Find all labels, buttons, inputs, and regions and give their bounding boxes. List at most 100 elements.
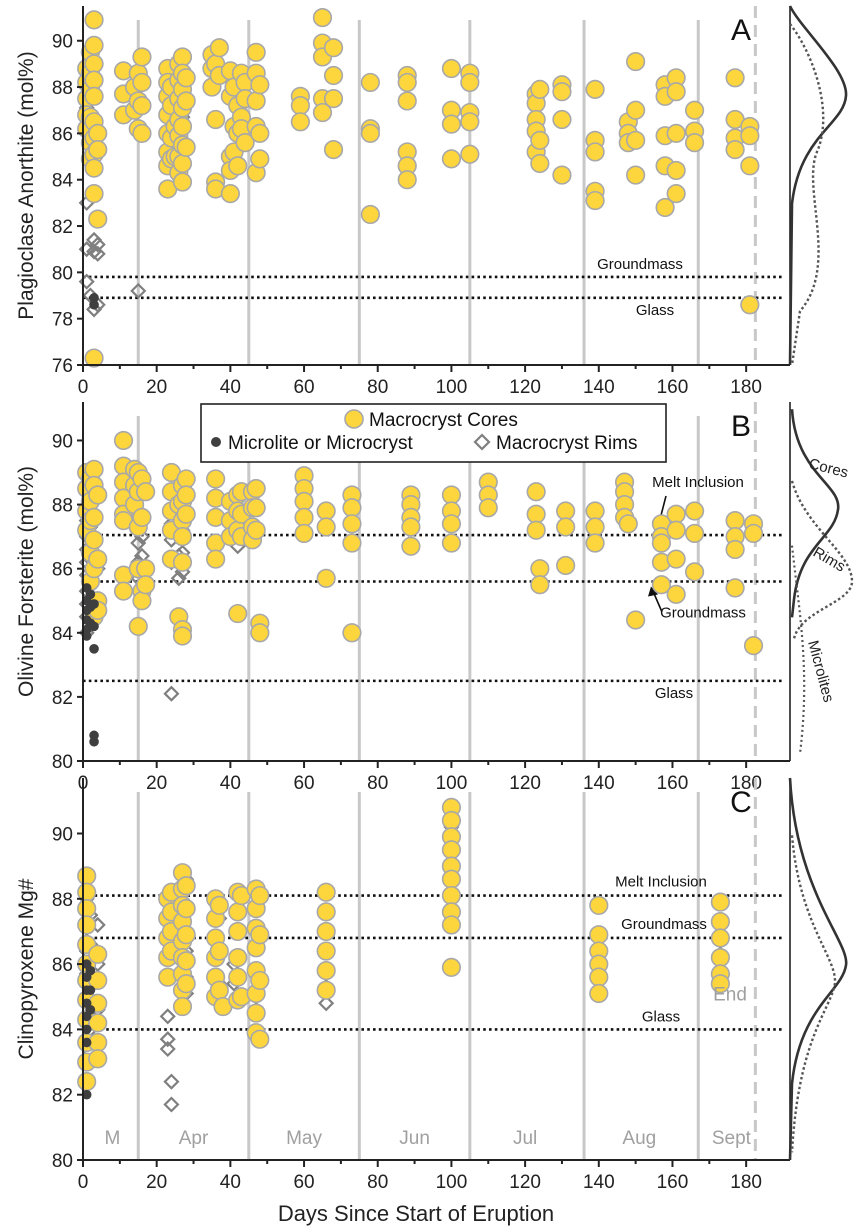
macrocryst-core-point [228,947,248,968]
macrocryst-core-point [556,555,576,576]
microlite-point [81,631,92,641]
panel-c: Melt Inclusion Groundmass Glass 80 82 84 86 88 9… [15,777,848,1193]
macrocryst-core-point [84,530,104,550]
end-label: End [713,984,747,1005]
macrocryst-core-point [441,533,462,553]
macrocryst-core-point [235,133,255,153]
macrocryst-core-point [684,523,705,544]
x-tick-label: 40 [220,1172,241,1193]
macrocryst-core-point [530,575,550,595]
month-label: May [286,1128,322,1149]
macrocryst-core-point [530,559,550,579]
macrocryst-core-point [530,130,550,150]
x-tick-label: 60 [293,1172,314,1193]
macrocryst-core-point [618,514,638,534]
panels-layer: Groundmass Glass 76 78 80 82 84 86 88 90 0 20 40 60 80… [15,5,854,1193]
macrocryst-rim-point [163,1073,180,1090]
macrocryst-core-point [710,892,730,912]
macrocryst-core-point [172,47,193,67]
macrocryst-core-point [589,895,609,915]
macrocryst-core-point [132,47,152,67]
month-label: Apr [179,1128,209,1149]
macrocryst-core-point [725,539,745,560]
legend-microlites-label: Microlite or Microcryst [228,433,413,454]
macrocryst-core-point [666,160,686,181]
macrocryst-core-point [441,840,462,860]
macrocryst-core-point [84,35,104,55]
reference-line-label: Melt Inclusion [652,474,744,491]
macrocryst-core-point [585,501,605,521]
macrocryst-core-point [88,485,108,505]
macrocryst-core-point [250,925,270,945]
macrocryst-rim-point [163,685,180,702]
macrocryst-core-point [589,983,609,1004]
y-tick-label: 90 [52,825,73,846]
macrocryst-core-point [740,126,760,146]
macrocryst-core-point [206,469,226,489]
x-tick-label: 180 [730,1172,762,1193]
legend-cores-label: Macrocryst Cores [369,410,518,431]
macrocryst-core-point [84,54,104,74]
y-tick-label: 84 [52,624,74,645]
macrocryst-rim-point [89,236,106,253]
macrocryst-core-point [132,507,152,527]
x-tick-label: 20 [146,1172,167,1193]
macrocryst-core-point [441,810,462,831]
macrocryst-rim-point [159,1008,176,1025]
macrocryst-core-point [585,190,605,211]
macrocryst-core-point [441,915,462,935]
macrocryst-core-point [342,514,362,534]
reference-line-label: Glass [642,1008,680,1025]
macrocryst-core-point [585,79,605,99]
x-tick-label: 160 [657,1172,689,1193]
macrocryst-core-point [77,866,97,886]
x-tick-label: 80 [367,377,388,398]
macrocryst-core-point [552,109,572,130]
macrocryst-core-point [441,149,462,169]
macrocryst-core-point [209,941,229,961]
month-label: Jul [513,1128,537,1149]
y-tick-label: 80 [52,752,73,773]
y-axis-label: Plagioclase Anorthite (mol%) [15,51,38,319]
macrocryst-core-point [460,72,480,93]
x-tick-label: 120 [509,377,541,398]
microlite-point [89,599,99,609]
macrocryst-core-point [585,142,605,162]
y-tick-label: 88 [52,78,73,99]
density-curves: Cores Rims Microlites [790,409,854,754]
macrocryst-core-point [228,603,248,624]
month-label: M [105,1128,121,1149]
macrocryst-core-point [323,89,344,109]
x-tick-label: 100 [436,377,468,398]
macrocryst-core-point [84,184,104,204]
y-axis-label: Clinopyroxene Mg# [15,878,38,1059]
macrocryst-core-point [88,209,108,229]
macrocryst-core-point [526,520,546,540]
x-tick-label: 20 [146,773,167,794]
legend-core-marker [344,409,364,429]
macrocryst-core-point [460,112,480,132]
macrocryst-core-point [250,149,270,169]
macrocryst-core-point [626,165,646,185]
macrocryst-core-point [220,184,240,204]
macrocryst-core-point [176,925,196,945]
y-tick-label: 82 [52,217,73,238]
x-tick-label: 0 [78,377,89,398]
x-tick-label: 140 [583,377,615,398]
macrocryst-core-point [176,469,196,489]
rims-density-curve [790,835,837,1153]
month-label: Sept [712,1128,752,1149]
x-tick-label: 80 [367,773,388,794]
legend-rims-label: Macrocryst Rims [496,433,637,454]
macrocryst-core-point [84,10,104,30]
macrocryst-core-point [530,153,550,174]
macrocryst-core-point [666,82,686,102]
macrocryst-core-point [651,533,672,553]
macrocryst-core-point [316,517,336,537]
macrocryst-core-point [88,944,108,964]
legend-box [200,403,667,463]
macrocryst-core-point [128,616,148,636]
macrocryst-core-point [316,882,336,902]
macrocryst-core-point [290,95,310,116]
panel-letter: B [731,410,751,443]
